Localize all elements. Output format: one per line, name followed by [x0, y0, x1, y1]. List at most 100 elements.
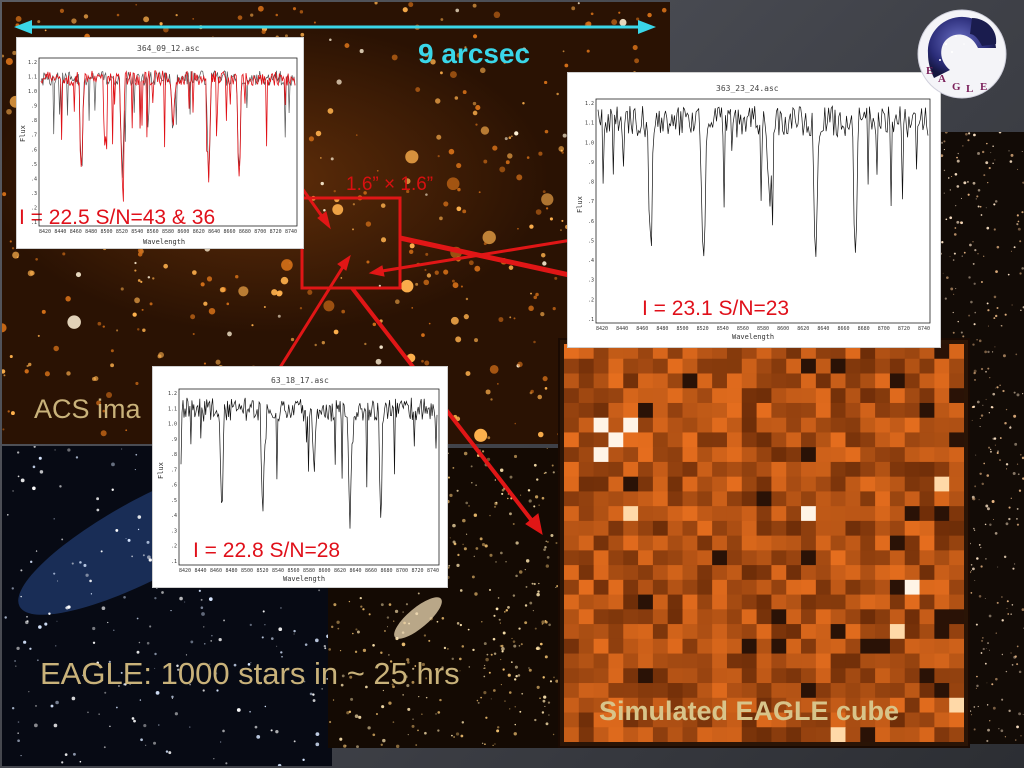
cube-pixel — [726, 579, 743, 596]
star-mark — [115, 706, 118, 709]
star-mark — [388, 603, 392, 606]
cube-pixel — [949, 535, 964, 551]
star-mark — [437, 711, 441, 714]
star-mark — [391, 683, 394, 686]
star-mark — [448, 148, 455, 155]
star-mark — [20, 569, 23, 572]
star-mark — [435, 668, 438, 671]
cube-pixel — [682, 535, 698, 551]
star-mark — [261, 29, 266, 35]
star-mark — [424, 60, 427, 63]
star-mark — [139, 699, 142, 701]
spectrum-line-red — [40, 70, 296, 202]
star-mark — [544, 546, 547, 549]
cube-pixel — [638, 594, 654, 610]
star-mark — [536, 592, 540, 597]
star-mark — [468, 505, 470, 507]
cube-pixel — [875, 624, 891, 640]
cube-pixel — [889, 520, 906, 537]
star-mark — [137, 279, 141, 282]
cube-pixel — [801, 609, 817, 625]
star-mark — [2, 192, 7, 197]
star-mark — [102, 409, 106, 413]
star-mark — [256, 734, 261, 739]
cube-pixel — [934, 358, 950, 374]
cube-pixel — [786, 402, 802, 419]
star-mark — [249, 623, 252, 627]
cube-pixel — [593, 668, 609, 684]
cube-pixel — [564, 373, 580, 389]
star-mark — [83, 563, 87, 567]
star-mark — [90, 593, 93, 595]
star-mark — [991, 351, 994, 353]
star-mark — [979, 472, 982, 476]
cube-pixel — [771, 417, 787, 433]
cube-pixel — [875, 668, 891, 684]
cube-pixel — [845, 491, 861, 507]
star-mark — [479, 67, 486, 74]
cube-pixel — [771, 565, 787, 581]
cube-pixel — [830, 476, 846, 492]
cube-pixel — [889, 417, 906, 433]
star-mark — [986, 507, 990, 511]
star-mark — [1014, 442, 1018, 446]
star-mark — [972, 497, 976, 501]
star-mark — [28, 362, 32, 367]
cube-pixel — [726, 668, 743, 684]
cube-pixel — [786, 668, 802, 684]
star-mark — [544, 471, 547, 474]
star-mark — [100, 430, 107, 437]
plot-frame — [178, 388, 440, 566]
star-mark — [960, 197, 963, 200]
star-mark — [480, 696, 483, 699]
star-mark — [483, 675, 486, 678]
star-mark — [35, 550, 38, 552]
cube-pixel — [919, 417, 935, 433]
star-mark — [989, 720, 991, 722]
star-mark — [437, 155, 440, 158]
cube-pixel — [815, 565, 832, 581]
star-mark — [486, 653, 489, 656]
cube-pixel — [889, 624, 906, 640]
cube-pixel — [593, 638, 609, 655]
star-mark — [460, 285, 463, 288]
star-mark — [474, 338, 479, 343]
star-mark — [451, 279, 455, 283]
star-mark — [443, 201, 449, 207]
star-mark — [496, 383, 499, 385]
star-mark — [948, 177, 950, 179]
star-mark — [490, 61, 493, 64]
star-mark — [1013, 391, 1016, 394]
galaxy-blob — [394, 597, 442, 639]
star-mark — [264, 705, 267, 708]
cube-pixel — [801, 432, 817, 448]
star-mark — [556, 92, 559, 96]
cube-pixel — [593, 624, 609, 640]
star-mark — [97, 321, 102, 326]
star-mark — [961, 255, 963, 257]
cube-pixel — [712, 609, 728, 625]
y-tick-label: .8 — [588, 180, 594, 186]
star-mark — [996, 245, 1000, 249]
cube-pixel — [830, 712, 846, 728]
star-mark — [496, 729, 500, 733]
star-mark — [185, 654, 188, 656]
star-mark — [203, 362, 207, 365]
star-mark — [65, 606, 68, 609]
cube-pixel — [815, 683, 832, 699]
cube-pixel — [934, 461, 950, 478]
star-mark — [2, 428, 5, 431]
star-mark — [405, 150, 419, 164]
star-mark — [464, 46, 467, 49]
star-mark — [549, 680, 553, 683]
star-mark — [534, 627, 537, 630]
cube-pixel — [623, 506, 639, 522]
star-mark — [315, 732, 320, 736]
star-mark — [956, 185, 960, 188]
x-tick-label: 8720 — [270, 229, 282, 235]
star-mark — [96, 497, 100, 501]
star-mark — [277, 314, 281, 318]
star-mark — [647, 12, 652, 18]
x-tick-label: 8660 — [837, 326, 849, 332]
cube-pixel — [667, 609, 684, 625]
